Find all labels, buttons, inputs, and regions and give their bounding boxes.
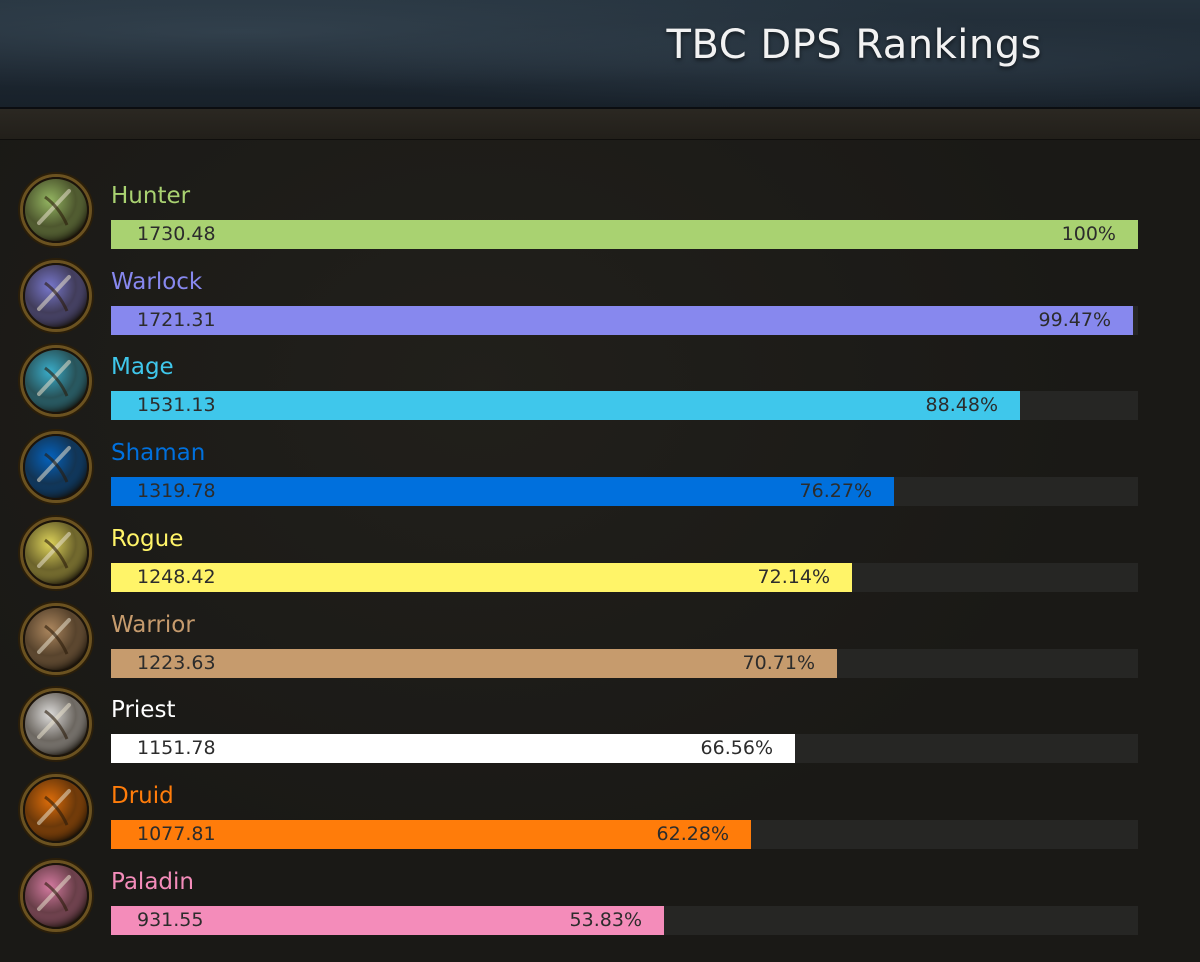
rankings-chart: Hunter 1730.48 100% Warlock 1721.31 99.47% Mag… [0, 140, 1200, 962]
chart-row-hunter: Hunter 1730.48 100% [0, 172, 1200, 258]
percent-label: 70.71% [742, 651, 815, 674]
dps-value-label: 1721.31 [137, 308, 216, 331]
chart-row-warlock: Warlock 1721.31 99.47% [0, 258, 1200, 344]
shaman-class-icon [20, 431, 92, 504]
bar-track: 931.55 53.83% [111, 905, 1138, 935]
bar-track: 1721.31 99.47% [111, 305, 1138, 335]
class-name-label: Warlock [111, 268, 203, 295]
bar-hunter: 1730.48 100% [111, 220, 1138, 249]
priest-class-icon [20, 688, 92, 761]
dps-value-label: 1077.81 [137, 822, 216, 845]
percent-label: 66.56% [700, 737, 773, 760]
page-header: TBC DPS Rankings [0, 0, 1200, 109]
dps-value-label: 1223.63 [137, 651, 216, 674]
class-name-label: Hunter [111, 183, 191, 209]
class-name-label: Rogue [111, 525, 184, 552]
druid-class-icon [20, 773, 92, 846]
percent-label: 76.27% [799, 480, 872, 503]
bar-track: 1151.78 66.56% [111, 734, 1138, 764]
bar-warrior: 1223.63 70.71% [111, 648, 837, 678]
dps-value-label: 1248.42 [137, 565, 216, 588]
bar-paladin: 931.55 53.83% [111, 905, 664, 935]
class-name-label: Shaman [111, 440, 206, 467]
chart-row-paladin: Paladin 931.55 53.83% [0, 858, 1200, 944]
chart-row-druid: Druid 1077.81 62.28% [0, 772, 1200, 858]
chart-row-mage: Mage 1531.13 88.48% [0, 343, 1200, 429]
percent-label: 53.83% [569, 908, 642, 931]
chart-row-rogue: Rogue 1248.42 72.14% [0, 515, 1200, 601]
percent-label: 62.28% [656, 822, 729, 845]
dps-value-label: 931.55 [137, 908, 204, 931]
percent-label: 88.48% [925, 394, 998, 417]
class-name-label: Mage [111, 354, 174, 381]
bar-track: 1248.42 72.14% [111, 562, 1138, 592]
dps-value-label: 1151.78 [137, 737, 216, 760]
bar-track: 1319.78 76.27% [111, 477, 1138, 507]
chart-row-shaman: Shaman 1319.78 76.27% [0, 429, 1200, 515]
bar-rogue: 1248.42 72.14% [111, 562, 852, 592]
bar-mage: 1531.13 88.48% [111, 391, 1020, 421]
bar-track: 1730.48 100% [111, 220, 1138, 249]
bar-warlock: 1721.31 99.47% [111, 305, 1133, 335]
header-divider-band [0, 109, 1200, 140]
class-name-label: Paladin [111, 868, 194, 895]
bar-druid: 1077.81 62.28% [111, 819, 751, 849]
dps-value-label: 1730.48 [137, 223, 216, 245]
paladin-class-icon [20, 859, 92, 932]
hunter-class-icon [20, 174, 92, 246]
mage-class-icon [20, 345, 92, 418]
class-name-label: Priest [111, 697, 176, 724]
chart-row-warrior: Warrior 1223.63 70.71% [0, 601, 1200, 687]
bar-track: 1077.81 62.28% [111, 819, 1138, 849]
bar-shaman: 1319.78 76.27% [111, 477, 894, 507]
bar-priest: 1151.78 66.56% [111, 734, 795, 764]
class-name-label: Warrior [111, 611, 195, 638]
percent-label: 72.14% [757, 565, 830, 588]
class-name-label: Druid [111, 782, 174, 809]
page-title: TBC DPS Rankings [666, 22, 1042, 68]
bar-track: 1531.13 88.48% [111, 391, 1138, 421]
warrior-class-icon [20, 602, 92, 675]
percent-label: 100% [1061, 223, 1116, 245]
dps-value-label: 1319.78 [137, 480, 216, 503]
rogue-class-icon [20, 516, 92, 589]
bar-track: 1223.63 70.71% [111, 648, 1138, 678]
chart-row-priest: Priest 1151.78 66.56% [0, 686, 1200, 772]
warlock-class-icon [20, 259, 92, 332]
dps-value-label: 1531.13 [137, 394, 216, 417]
percent-label: 99.47% [1038, 308, 1111, 331]
